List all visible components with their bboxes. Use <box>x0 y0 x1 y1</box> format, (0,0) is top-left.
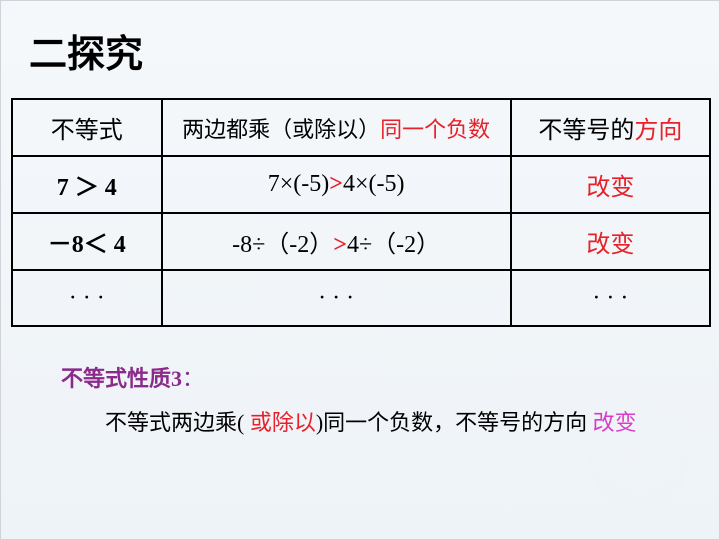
header-dir-black: 不等号的 <box>538 118 634 144</box>
cell-result-3: · · · <box>511 270 710 326</box>
table-row: 7 ＞ 4 7×(-5)>4×(-5) 改变 <box>12 156 710 213</box>
op2-right: 4÷（-2） <box>347 232 440 258</box>
watermark-icon <box>589 409 689 509</box>
table-row: －8＜ 4 -8÷（-2）>4÷（-2） 改变 <box>12 213 710 270</box>
op1-left: 7×(-5) <box>268 171 330 197</box>
body-red1: 或除以 <box>250 410 316 435</box>
op2-left: -8÷（-2） <box>232 232 333 258</box>
header-direction: 不等号的方向 <box>511 99 710 156</box>
header-op-black: 两边都乘（或除以） <box>182 117 380 142</box>
header-op-red: 同一个负数 <box>380 117 490 142</box>
op1-right: 4×(-5) <box>343 171 405 197</box>
op1-sign: > <box>329 171 343 197</box>
property-colon: ： <box>182 366 204 391</box>
header-inequality: 不等式 <box>12 99 162 156</box>
cell-ineq-1: 7 ＞ 4 <box>12 156 162 213</box>
header-operation: 两边都乘（或除以）同一个负数 <box>162 99 511 156</box>
body-p2: )同一个负数，不等号的方向 <box>316 410 593 435</box>
cell-ineq-2: －8＜ 4 <box>12 213 162 270</box>
op2-sign: > <box>333 232 347 258</box>
header-dir-red: 方向 <box>634 118 682 144</box>
section-title: 二探究 <box>1 1 719 98</box>
inequality-table: 不等式 两边都乘（或除以）同一个负数 不等号的方向 7 ＞ 4 7×(-5)>4… <box>11 98 711 327</box>
table-row: · · · · · · · · · <box>12 270 710 326</box>
table-header-row: 不等式 两边都乘（或除以）同一个负数 不等号的方向 <box>12 99 710 156</box>
cell-result-2: 改变 <box>511 213 710 270</box>
body-p1: 不等式两边乘( <box>105 410 250 435</box>
cell-op-2: -8÷（-2）>4÷（-2） <box>162 213 511 270</box>
cell-result-1: 改变 <box>511 156 710 213</box>
cell-op-3: · · · <box>162 270 511 326</box>
property-body: 不等式两边乘( 或除以)同一个负数，不等号的方向 改变 <box>61 401 669 445</box>
cell-op-1: 7×(-5)>4×(-5) <box>162 156 511 213</box>
cell-ineq-3: · · · <box>12 270 162 326</box>
property-heading: 不等式性质3 <box>61 366 182 391</box>
